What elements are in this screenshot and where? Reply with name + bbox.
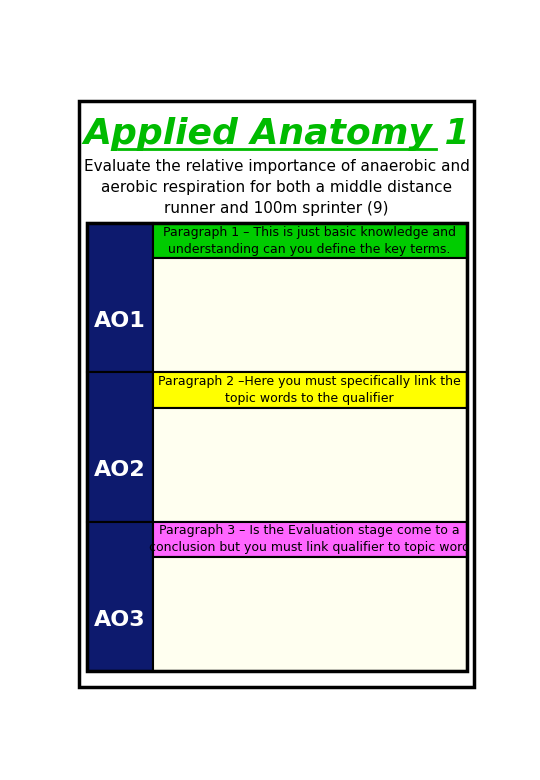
Bar bbox=[87, 372, 153, 522]
Bar bbox=[153, 557, 467, 671]
Text: Applied Anatomy 1: Applied Anatomy 1 bbox=[84, 117, 470, 151]
Bar bbox=[153, 522, 467, 557]
Text: Paragraph 3 – Is the Evaluation stage come to a
conclusion but you must link qua: Paragraph 3 – Is the Evaluation stage co… bbox=[149, 524, 470, 555]
Bar bbox=[153, 258, 467, 372]
Bar bbox=[153, 223, 467, 258]
Bar bbox=[87, 522, 153, 671]
Text: AO2: AO2 bbox=[94, 460, 146, 480]
Text: AO1: AO1 bbox=[94, 311, 146, 331]
Text: AO3: AO3 bbox=[94, 610, 146, 629]
Bar bbox=[153, 372, 467, 408]
Text: Paragraph 2 –Here you must specifically link the
topic words to the qualifier: Paragraph 2 –Here you must specifically … bbox=[158, 375, 461, 405]
Text: Evaluate the relative importance of anaerobic and
aerobic respiration for both a: Evaluate the relative importance of anae… bbox=[84, 159, 470, 216]
Bar bbox=[87, 223, 153, 372]
Text: Paragraph 1 – This is just basic knowledge and
understanding can you define the : Paragraph 1 – This is just basic knowled… bbox=[163, 225, 456, 256]
Bar bbox=[153, 408, 467, 522]
Bar bbox=[87, 223, 467, 671]
